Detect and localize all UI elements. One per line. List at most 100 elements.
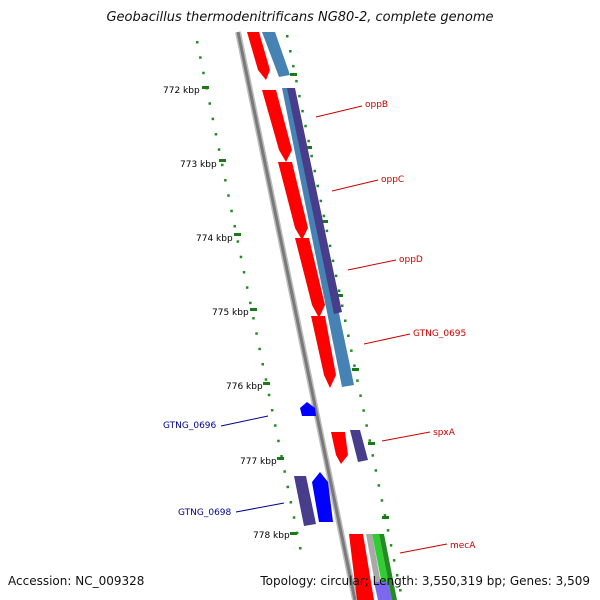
minor-tick [283, 470, 286, 473]
cog-block [374, 582, 392, 600]
minor-tick [289, 50, 292, 53]
cds-block [278, 162, 308, 240]
kbp-label: 777 kbp [240, 457, 277, 467]
leader-line [235, 502, 285, 513]
leader-line [347, 259, 397, 271]
minor-tick [264, 378, 268, 381]
gene-label-mecA: mecA [450, 541, 476, 551]
leader-line [331, 179, 379, 192]
minor-tick [252, 317, 255, 320]
minor-tick [270, 409, 274, 412]
minor-tick [258, 347, 261, 351]
gene-label-GTNG_0695: GTNG_0695 [413, 329, 466, 339]
major-ticks [202, 73, 389, 535]
minor-tick [292, 64, 295, 68]
cog-track [287, 88, 397, 600]
major-tick [250, 308, 257, 311]
minor-tick [310, 154, 313, 158]
major-tick [368, 442, 375, 445]
minor-tick [286, 35, 289, 38]
minor-tick [368, 439, 371, 442]
gene-label-spxA: spxA [433, 428, 456, 438]
cds-block [349, 534, 374, 600]
cds-block [312, 472, 333, 522]
minor-tick [395, 574, 399, 577]
leader-line [399, 543, 448, 554]
minor-tick [313, 169, 316, 173]
blast-block [262, 32, 290, 77]
minor-tick [399, 589, 402, 592]
major-tick [336, 294, 343, 297]
cds-block [311, 316, 336, 388]
minor-tick [211, 117, 215, 121]
minor-tick [298, 94, 301, 98]
minor-tick [196, 41, 199, 44]
minor-tick [202, 71, 205, 75]
left-tick-track [196, 41, 302, 550]
leader-line [363, 333, 411, 345]
kbp-label: 776 kbp [226, 382, 263, 392]
minor-tick [299, 547, 302, 550]
minor-tick [362, 409, 365, 412]
cog-block [287, 88, 342, 314]
minor-tick [374, 469, 378, 472]
minor-tick [249, 301, 252, 305]
minor-tick [295, 79, 298, 83]
minor-tick [267, 393, 271, 397]
major-tick [290, 73, 297, 76]
genome-backbone-core [236, 31, 357, 600]
minor-tick [386, 529, 390, 532]
leader-line [381, 431, 431, 442]
minor-tick [236, 240, 240, 243]
cog-block [350, 430, 368, 462]
major-tick [263, 382, 270, 385]
major-tick [219, 159, 226, 162]
cds-block [262, 90, 292, 162]
minor-tick [341, 304, 344, 307]
leader-line [220, 415, 269, 427]
minor-tick [334, 274, 338, 278]
minor-tick [242, 271, 246, 274]
minor-tick [227, 194, 230, 197]
gene-labels: oppB oppC oppD GTNG_0695 spxA mecA GTNG_… [163, 100, 476, 554]
minor-tick [245, 286, 249, 289]
minor-tick [316, 184, 319, 188]
cds-block [295, 238, 325, 318]
minor-tick [274, 424, 277, 427]
minor-tick [380, 499, 384, 502]
gene-label-oppB: oppB [365, 100, 388, 110]
reverse-cds-track [247, 32, 374, 600]
minor-tick [208, 102, 211, 105]
leader-line [315, 105, 363, 118]
minor-tick [347, 334, 350, 337]
minor-tick [224, 179, 227, 182]
minor-tick [304, 124, 307, 128]
major-tick [321, 220, 328, 223]
kbp-label: 775 kbp [212, 308, 249, 318]
minor-tick [292, 516, 296, 519]
minor-tick [277, 439, 280, 443]
cds-block [300, 402, 316, 416]
minor-tick [383, 514, 387, 517]
minor-tick [371, 454, 374, 457]
minor-tick [356, 379, 359, 382]
minor-tick [280, 455, 283, 458]
genome-summary: Topology: circular; Length: 3,550,319 bp… [260, 574, 590, 588]
cog-block [379, 534, 397, 600]
minor-tick [217, 148, 221, 151]
gene-label-GTNG_0696: GTNG_0696 [163, 421, 217, 431]
kbp-label: 772 kbp [163, 86, 200, 96]
gene-label-oppD: oppD [399, 255, 423, 265]
kbp-label: 774 kbp [196, 234, 233, 244]
minor-tick [337, 289, 341, 292]
gene-label-GTNG_0698: GTNG_0698 [178, 508, 232, 518]
minor-tick [322, 214, 326, 218]
accession-text: Accession: NC_009328 [8, 574, 145, 588]
minor-tick [319, 199, 323, 203]
minor-tick [286, 485, 289, 489]
minor-tick [377, 484, 381, 487]
minor-tick [389, 544, 393, 547]
minor-tick [214, 133, 218, 136]
right-tick-track [286, 35, 402, 592]
